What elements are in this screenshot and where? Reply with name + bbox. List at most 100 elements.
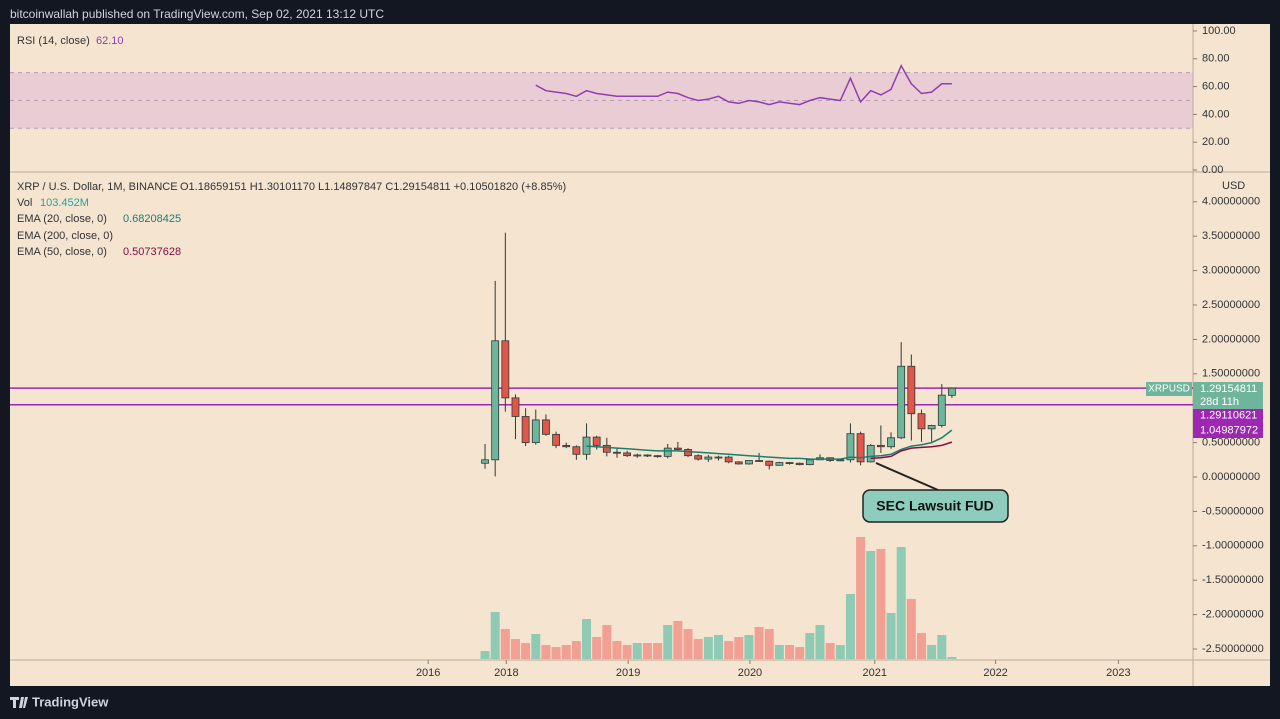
candle-body <box>856 433 865 463</box>
volume-bar <box>795 647 805 659</box>
volume-bar <box>906 599 916 659</box>
candle-body <box>491 340 500 461</box>
y-tick-label: -2.00000000 <box>1202 609 1264 621</box>
volume-value: 103.452M <box>40 197 89 209</box>
y-tick-label: -1.00000000 <box>1202 540 1264 552</box>
volume-bar <box>785 645 795 659</box>
y-tick-label: 1.50000000 <box>1202 368 1260 380</box>
volume-bar <box>521 643 531 659</box>
volume-bar <box>896 547 906 659</box>
candle-body <box>765 460 774 466</box>
y-tick-label: 3.00000000 <box>1202 265 1260 277</box>
y-tick-label: 3.50000000 <box>1202 230 1260 242</box>
volume-bar <box>592 637 602 659</box>
volume-bar <box>551 647 561 659</box>
y-tick-label: 0.00000000 <box>1202 471 1260 483</box>
annotation-box <box>862 489 1009 523</box>
candle-body <box>887 437 895 448</box>
candle-body <box>572 446 581 455</box>
rsi-tick-label: 0.00 <box>1202 164 1223 176</box>
volume-bar <box>703 637 713 659</box>
candle-body <box>846 433 855 461</box>
volume-bar <box>774 645 784 659</box>
volume-bar <box>561 645 571 659</box>
volume-bar <box>764 629 774 659</box>
volume-bar <box>754 627 764 659</box>
candle-body <box>684 449 692 457</box>
volume-bar <box>835 645 845 659</box>
candle-body <box>805 459 814 466</box>
volume-bar <box>480 651 490 659</box>
rsi-line <box>535 64 952 106</box>
volume-bar <box>744 635 754 659</box>
candle-body <box>927 425 936 430</box>
candle-body <box>481 459 489 464</box>
y-tick-label: 0.50000000 <box>1202 437 1260 449</box>
candle-body <box>653 455 662 458</box>
candle-body <box>734 461 743 465</box>
annotation-text: SEC Lawsuit FUD <box>876 498 993 514</box>
volume-bar <box>866 551 876 659</box>
candle-body <box>531 419 540 444</box>
plot: 100.00 80.00 60.00 40.00 20.00 0.00 4.00000000… <box>10 25 1264 679</box>
rsi-tick-label: 20.00 <box>1202 136 1230 148</box>
header-title: bitcoinwallah published on TradingView.c… <box>10 7 384 21</box>
x-tick-label: 2021 <box>863 667 887 679</box>
rsi-tick-label: 80.00 <box>1202 53 1230 65</box>
candle-body <box>714 456 723 459</box>
candle-body <box>724 456 733 463</box>
x-tick-label: 2023 <box>1106 667 1130 679</box>
x-tick-label: 2022 <box>983 667 1007 679</box>
candle-body <box>937 394 946 426</box>
volume-bar <box>531 634 541 659</box>
candle-body <box>694 455 703 460</box>
ohlc-legend: O1.18659151 H1.30101170 L1.14897847 C1.2… <box>180 181 566 193</box>
candle-body <box>592 436 601 446</box>
volume-bar <box>673 621 683 659</box>
volume-bar <box>602 625 612 659</box>
volume-bar <box>724 641 734 659</box>
x-tick-label: 2016 <box>416 667 440 679</box>
chart-title: XRP / U.S. Dollar, 1M, BINANCE <box>17 181 178 193</box>
candle-body <box>866 444 875 463</box>
candle-body <box>897 365 906 439</box>
candle-body <box>745 460 753 465</box>
level-tag <box>1193 408 1263 423</box>
volume-bar <box>734 637 744 659</box>
candle-body <box>521 416 530 444</box>
ema-name: EMA (20, close, 0) <box>17 213 107 225</box>
candle-body <box>755 460 763 462</box>
y-tick-label: -0.50000000 <box>1202 505 1264 517</box>
candle-body <box>613 451 621 454</box>
level-tag <box>1193 423 1263 438</box>
volume-bar <box>622 645 632 659</box>
ema-name: EMA (200, close, 0) <box>17 230 113 242</box>
candle-body <box>876 444 885 448</box>
symbol-label: XRPUSD <box>1148 384 1190 395</box>
ema-name: EMA (50, close, 0) <box>17 246 107 258</box>
legend: RSI (14, close) 62.10 XRP / U.S. Dollar,… <box>17 35 1245 258</box>
ema-line <box>586 429 953 460</box>
candle-body <box>643 454 652 457</box>
volume-bar <box>510 639 520 659</box>
volume-bar <box>490 612 500 659</box>
chart-panel <box>10 24 1270 686</box>
candle-body <box>917 413 926 430</box>
volume-bar <box>713 635 723 659</box>
annotation: SEC Lawsuit FUD <box>862 462 1009 523</box>
volume-bar <box>653 643 663 659</box>
ema-value: 0.50737628 <box>123 246 181 258</box>
candle-body <box>663 447 672 457</box>
y-tick-label: -2.50000000 <box>1202 643 1264 655</box>
candle-body <box>602 444 611 453</box>
volume-bar <box>937 635 947 659</box>
ema-value: 0.68208425 <box>123 213 181 225</box>
volume-bar <box>815 625 825 659</box>
footer: TradingView <box>10 694 109 709</box>
price-tag <box>1193 382 1263 409</box>
x-tick-label: 2019 <box>616 667 640 679</box>
rsi-name: RSI (14, close) <box>17 35 90 47</box>
volume-bar <box>886 613 896 659</box>
